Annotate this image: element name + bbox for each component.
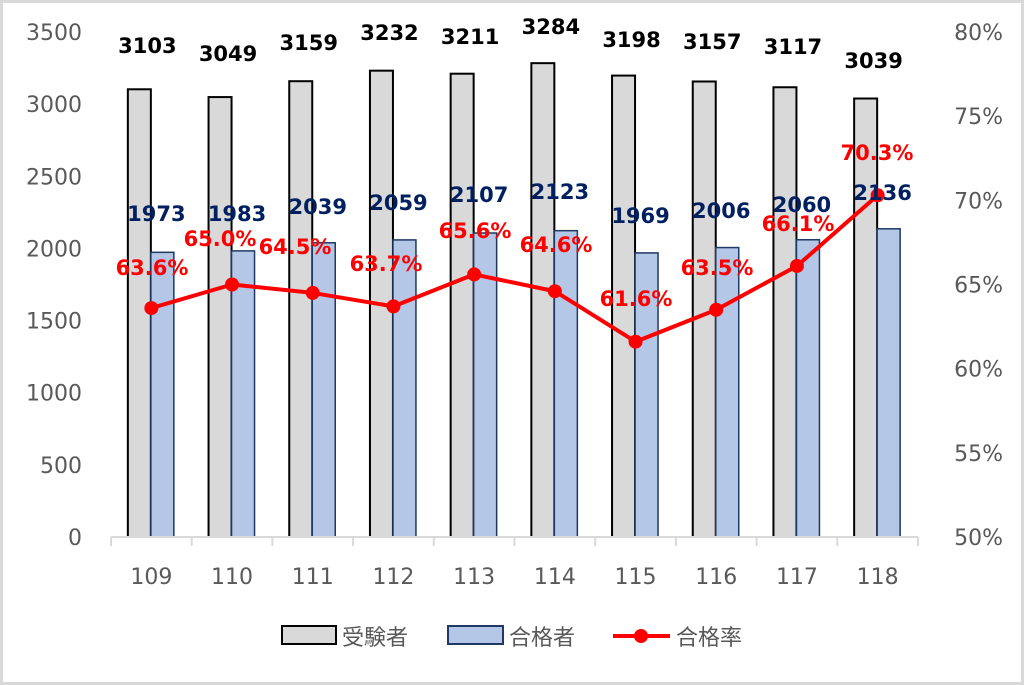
bar-passers [392, 239, 417, 538]
pass-rate-marker [467, 267, 482, 282]
legend-swatch-passers [447, 625, 504, 645]
legend-label-pass-rate: 合格率 [676, 626, 742, 651]
x-axis-category-label: 110 [211, 565, 253, 590]
x-axis-category-label: 116 [695, 565, 737, 590]
bar-examinees [530, 62, 556, 539]
data-label-examinees: 3103 [118, 34, 176, 58]
bar-passers [553, 229, 579, 538]
data-label-examinees: 3157 [683, 30, 741, 54]
data-label-examinees: 3232 [360, 21, 418, 45]
bar-passers [876, 228, 901, 538]
y2-axis-tick-label: 70% [954, 189, 1003, 214]
bar-examinees [207, 96, 233, 539]
bar-examinees [772, 86, 798, 539]
pass-rate-marker [789, 258, 804, 273]
y2-axis-tick-label: 55% [954, 442, 1003, 467]
pass-rate-line [150, 193, 879, 344]
bar-passers [715, 246, 740, 538]
data-label-passers: 1983 [208, 202, 266, 226]
data-label-passers: 2006 [692, 199, 750, 223]
data-label-passers: 2107 [450, 183, 508, 207]
data-label-examinees: 3198 [602, 28, 660, 52]
y2-axis-tick-label: 50% [954, 526, 1003, 551]
bar-passers [795, 239, 821, 538]
data-label-passers: 1973 [127, 202, 185, 226]
data-label-examinees: 3159 [280, 31, 338, 55]
x-axis-category-label: 117 [776, 565, 818, 590]
data-label-passers: 2136 [853, 181, 911, 205]
data-label-examinees: 3284 [522, 15, 580, 39]
bar-examinees [449, 72, 475, 538]
bar-passers [230, 250, 256, 538]
x-axis-category-label: 113 [453, 565, 495, 590]
x-axis-category-label: 115 [615, 565, 657, 590]
y-axis-tick-label: 3000 [26, 93, 82, 118]
data-label-passers: 2123 [531, 180, 589, 204]
legend-label-passers: 合格者 [509, 626, 575, 651]
pass-rate-marker [547, 284, 562, 299]
data-label-pass-rate: 63.7% [350, 252, 423, 276]
x-axis-category-label: 112 [372, 565, 414, 590]
legend-swatch-examinees [281, 625, 337, 645]
x-axis-category-label: 109 [130, 565, 172, 590]
pass-rate-marker [870, 188, 885, 203]
pass-rate-marker [144, 301, 159, 316]
data-label-examinees: 3039 [844, 49, 902, 73]
data-label-examinees: 3117 [764, 35, 822, 59]
bar-examinees [288, 80, 314, 539]
data-label-pass-rate: 63.5% [681, 256, 754, 280]
data-label-pass-rate: 63.6% [116, 256, 189, 280]
data-label-examinees: 3049 [199, 42, 257, 66]
y-axis-tick-label: 2000 [26, 237, 82, 262]
y-axis-tick-label: 1500 [26, 310, 82, 335]
y2-axis-tick-label: 80% [954, 21, 1003, 46]
x-axis-category-label: 111 [292, 565, 334, 590]
data-label-passers: 1969 [611, 204, 669, 228]
y-axis-tick-label: 0 [68, 526, 82, 551]
data-label-passers: 2060 [773, 193, 831, 217]
data-label-pass-rate: 64.5% [259, 235, 332, 259]
x-axis-category-label: 118 [857, 565, 899, 590]
data-label-passers: 2039 [289, 195, 347, 219]
bar-passers [150, 251, 175, 538]
x-axis-category-label: 114 [534, 565, 576, 590]
y2-axis-tick-label: 75% [954, 105, 1003, 130]
legend-swatch-pass-rate-marker [634, 629, 648, 643]
data-label-pass-rate: 66.1% [762, 212, 835, 236]
y-axis-tick-label: 1000 [26, 382, 82, 407]
y-axis-tick-label: 3500 [26, 21, 82, 46]
data-label-pass-rate: 65.6% [439, 219, 512, 243]
data-label-pass-rate: 65.0% [184, 227, 257, 251]
legend-label-examinees: 受験者 [342, 626, 408, 651]
data-label-pass-rate: 61.6% [600, 287, 673, 311]
data-label-pass-rate: 70.3% [841, 141, 914, 165]
data-label-examinees: 3211 [441, 25, 499, 49]
pass-rate-marker [225, 277, 240, 292]
pass-rate-marker [305, 285, 320, 300]
pass-rate-marker [628, 334, 643, 349]
y-axis-tick-label: 2500 [26, 165, 82, 190]
y2-axis-tick-label: 65% [954, 274, 1003, 299]
y-axis-tick-label: 500 [40, 454, 82, 479]
pass-rate-marker [386, 299, 401, 314]
y2-axis-tick-label: 60% [954, 358, 1003, 383]
data-label-pass-rate: 64.6% [520, 233, 593, 257]
pass-rate-marker [709, 302, 724, 317]
data-label-passers: 2059 [369, 191, 427, 215]
